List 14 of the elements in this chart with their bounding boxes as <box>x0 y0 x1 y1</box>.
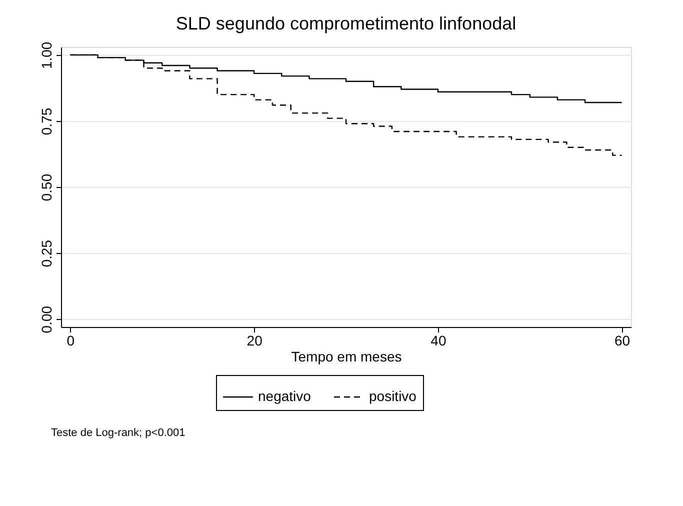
x-tick-label: 0 <box>66 332 75 348</box>
y-tick-label: 0.25 <box>38 240 54 268</box>
y-tick-label: 0.00 <box>38 306 54 334</box>
y-tick-label: 1.00 <box>38 42 54 70</box>
x-tick-label: 20 <box>246 332 263 348</box>
y-tick-label: 0.75 <box>38 108 54 136</box>
legend-label: positivo <box>369 388 417 404</box>
x-tick-label: 40 <box>430 332 446 348</box>
x-tick-label: 60 <box>614 332 630 348</box>
chart-title: SLD segundo comprometimento linfonodal <box>176 13 516 34</box>
text: Teste de Log-rank; p<0.001 <box>51 427 186 439</box>
y-tick-label: 0.50 <box>38 174 54 202</box>
x-axis-title: Tempo em meses <box>291 348 402 364</box>
legend-label: negativo <box>258 388 312 404</box>
